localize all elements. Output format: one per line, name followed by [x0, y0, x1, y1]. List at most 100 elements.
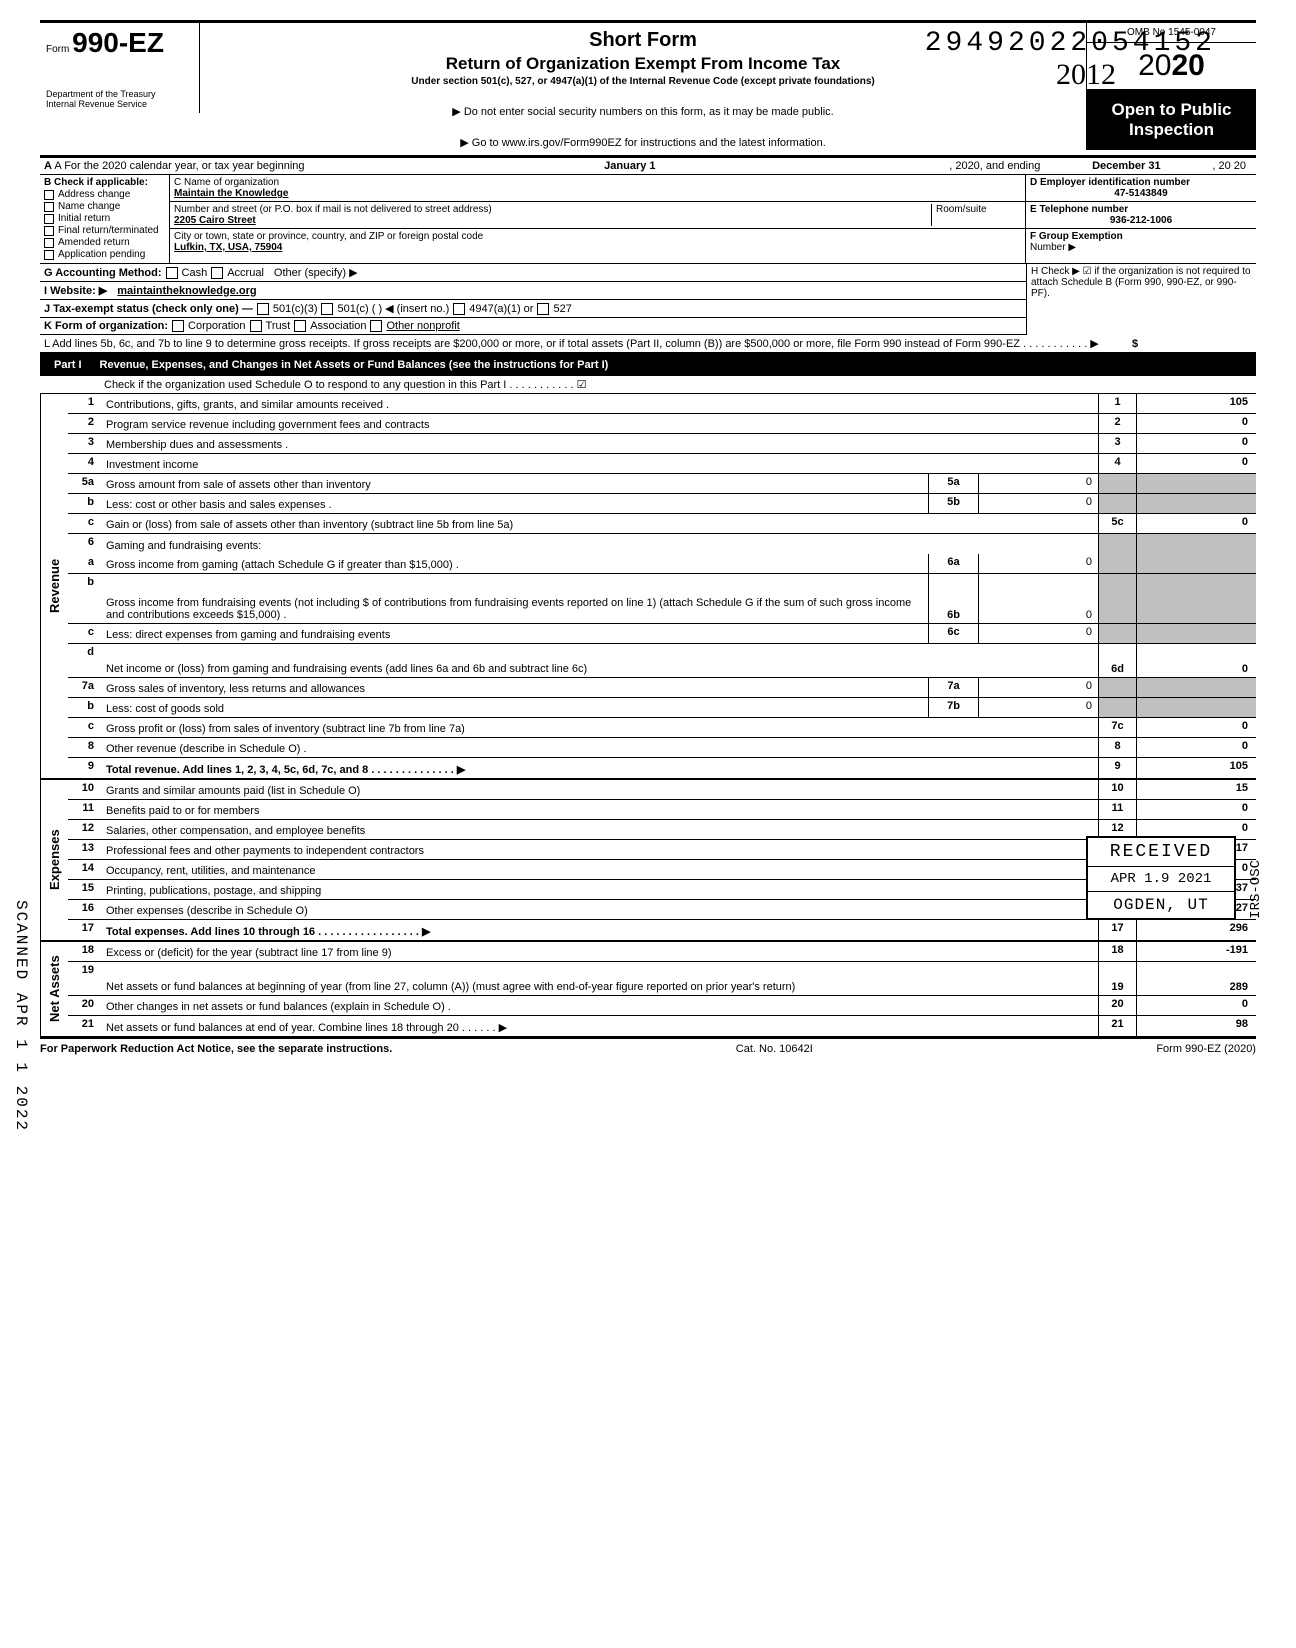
checkbox-trust[interactable]	[250, 320, 262, 332]
checkbox-527[interactable]	[537, 303, 549, 315]
row-a-end: December 31	[1046, 160, 1206, 172]
row-a-label: A For the 2020 calendar year, or tax yea…	[54, 160, 304, 172]
line-7b-sval: 0	[978, 698, 1098, 717]
checkbox-name-change[interactable]	[44, 202, 54, 212]
l-value: $	[1132, 338, 1252, 350]
expenses-section: Expenses 10Grants and similar amounts pa…	[40, 780, 1256, 942]
checkbox-application-pending[interactable]	[44, 250, 54, 260]
line-5a-sval: 0	[978, 474, 1098, 493]
line-1-num: 1	[68, 394, 102, 413]
label-accrual: Accrual	[227, 267, 264, 279]
line-6c-sval: 0	[978, 624, 1098, 643]
line-5c-desc: Gain or (loss) from sale of assets other…	[102, 514, 1098, 533]
line-6d-desc: Net income or (loss) from gaming and fun…	[102, 644, 1098, 677]
line-21-box: 21	[1098, 1016, 1136, 1036]
line-7a-desc: Gross sales of inventory, less returns a…	[102, 678, 928, 697]
row-a-year: , 20 20	[1212, 160, 1246, 172]
part-1-check-text: Check if the organization used Schedule …	[104, 378, 587, 391]
row-a-mid: , 2020, and ending	[949, 160, 1040, 172]
line-7b-sub: 7b	[928, 698, 978, 717]
line-6c-desc: Less: direct expenses from gaming and fu…	[102, 624, 928, 643]
checkbox-association[interactable]	[294, 320, 306, 332]
d-label: D Employer identification number	[1030, 177, 1190, 188]
line-10-desc: Grants and similar amounts paid (list in…	[102, 780, 1098, 799]
line-12-num: 12	[68, 820, 102, 839]
part-1-label: Part I	[46, 359, 90, 371]
line-18-box: 18	[1098, 942, 1136, 961]
line-5b-num: b	[68, 494, 102, 513]
line-5a-desc: Gross amount from sale of assets other t…	[102, 474, 928, 493]
line-16-num: 16	[68, 900, 102, 919]
checkbox-amended[interactable]	[44, 238, 54, 248]
label-address-change: Address change	[58, 189, 130, 200]
l-label: L Add lines 5b, 6c, and 7b to line 9 to …	[44, 337, 1132, 350]
f-sub: Number ▶	[1030, 242, 1252, 253]
part-1-header: Part I Revenue, Expenses, and Changes in…	[40, 354, 1256, 376]
label-association: Association	[310, 320, 366, 332]
checkbox-corporation[interactable]	[172, 320, 184, 332]
rows-g-through-l: G Accounting Method: Cash Accrual Other …	[40, 264, 1256, 335]
line-20-desc: Other changes in net assets or fund bala…	[102, 996, 1098, 1015]
line-3-desc: Membership dues and assessments .	[102, 434, 1098, 453]
line-5b-shaded	[1098, 494, 1136, 513]
k-label: K Form of organization:	[44, 320, 168, 332]
org-address: 2205 Cairo Street	[174, 215, 931, 226]
line-6-desc: Gaming and fundraising events:	[102, 534, 1098, 554]
row-a-begin: January 1	[317, 160, 944, 172]
j-label: J Tax-exempt status (check only one) —	[44, 303, 253, 315]
b-label: B Check if applicable:	[44, 177, 148, 188]
checkbox-cash[interactable]	[166, 267, 178, 279]
line-12-desc: Salaries, other compensation, and employ…	[102, 820, 1098, 839]
column-c-org-info: C Name of organization Maintain the Know…	[170, 175, 1026, 263]
revenue-side-label: Revenue	[40, 394, 68, 778]
line-19-num: 19	[68, 962, 102, 995]
checkbox-other-org[interactable]	[370, 320, 382, 332]
website-value: maintaintheknowledge.org	[117, 285, 256, 297]
line-2-val: 0	[1136, 414, 1256, 433]
footer-mid: Cat. No. 10642I	[736, 1043, 813, 1055]
checkbox-accrual[interactable]	[211, 267, 223, 279]
checkbox-final-return[interactable]	[44, 226, 54, 236]
line-4-box: 4	[1098, 454, 1136, 473]
line-6b-sval: 0	[978, 574, 1098, 623]
line-7c-box: 7c	[1098, 718, 1136, 737]
line-2-box: 2	[1098, 414, 1136, 433]
line-6d-num: d	[68, 644, 102, 677]
line-6b-desc: Gross income from fundraising events (no…	[102, 574, 928, 623]
org-name: Maintain the Knowledge	[174, 188, 1021, 199]
line-21-val: 98	[1136, 1016, 1256, 1036]
form-identifier-block: Form 990-EZ Department of the Treasury I…	[40, 23, 200, 113]
line-4-desc: Investment income	[102, 454, 1098, 473]
column-b-checkboxes: B Check if applicable: Address change Na…	[40, 175, 170, 263]
checkbox-501c[interactable]	[321, 303, 333, 315]
line-5c-num: c	[68, 514, 102, 533]
checkbox-initial-return[interactable]	[44, 214, 54, 224]
line-7c-num: c	[68, 718, 102, 737]
g-label: G Accounting Method:	[44, 267, 162, 279]
department-label: Department of the Treasury Internal Reve…	[46, 89, 193, 109]
line-16-desc: Other expenses (describe in Schedule O)	[102, 900, 1098, 919]
label-trust: Trust	[266, 320, 291, 332]
line-7a-sub: 7a	[928, 678, 978, 697]
checkbox-501c3[interactable]	[257, 303, 269, 315]
label-other-method: Other (specify) ▶	[274, 266, 358, 279]
line-3-val: 0	[1136, 434, 1256, 453]
line-17-box: 17	[1098, 920, 1136, 940]
line-5c-val: 0	[1136, 514, 1256, 533]
line-5b-sval: 0	[978, 494, 1098, 513]
line-7c-val: 0	[1136, 718, 1256, 737]
line-8-box: 8	[1098, 738, 1136, 757]
line-8-val: 0	[1136, 738, 1256, 757]
checkbox-4947[interactable]	[453, 303, 465, 315]
line-5c-box: 5c	[1098, 514, 1136, 533]
line-11-box: 11	[1098, 800, 1136, 819]
line-1-val: 105	[1136, 394, 1256, 413]
row-i-website: I Website: ▶ maintaintheknowledge.org	[40, 282, 1026, 300]
label-application-pending: Application pending	[58, 249, 145, 260]
checkbox-address-change[interactable]	[44, 190, 54, 200]
label-other-org: Other nonprofit	[386, 320, 459, 332]
c-label: C Name of organization	[174, 177, 1021, 188]
line-6b-shaded	[1098, 574, 1136, 623]
f-label: F Group Exemption	[1030, 231, 1123, 242]
net-assets-section: Net Assets 18Excess or (deficit) for the…	[40, 942, 1256, 1039]
